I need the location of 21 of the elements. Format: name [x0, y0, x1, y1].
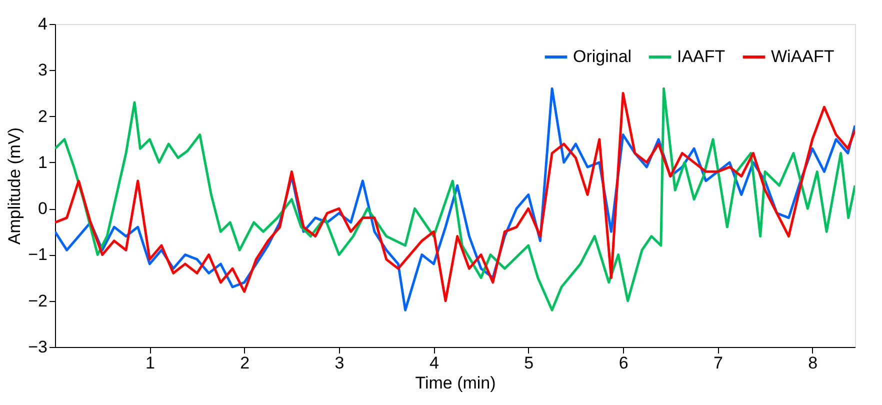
y-tick-label: 4	[38, 14, 48, 34]
x-axis-title: Time (min)	[415, 374, 496, 392]
x-tick-label: 8	[808, 354, 818, 372]
legend-label: IAAFT	[677, 47, 726, 66]
x-tick-label: 1	[145, 354, 155, 372]
y-tick-label: 3	[38, 60, 48, 80]
x-tick-label: 7	[713, 354, 723, 372]
y-tick-label: 0	[38, 199, 48, 218]
legend-label: WiAAFT	[771, 47, 834, 66]
x-tick-label: 6	[618, 354, 628, 372]
y-tick-label: 1	[38, 152, 48, 172]
x-tick-label: 2	[240, 354, 250, 372]
y-tick-label: −3	[28, 338, 48, 356]
y-tick-label: −1	[28, 245, 48, 264]
x-tick-label: 3	[334, 354, 344, 372]
y-tick-label: −2	[28, 291, 48, 310]
y-tick-label: 2	[38, 106, 48, 126]
legend-label: Original	[573, 47, 632, 66]
x-tick-label: 4	[429, 354, 439, 372]
y-axis-title: Amplitude (mV)	[5, 127, 24, 245]
x-tick-label: 5	[524, 354, 534, 372]
